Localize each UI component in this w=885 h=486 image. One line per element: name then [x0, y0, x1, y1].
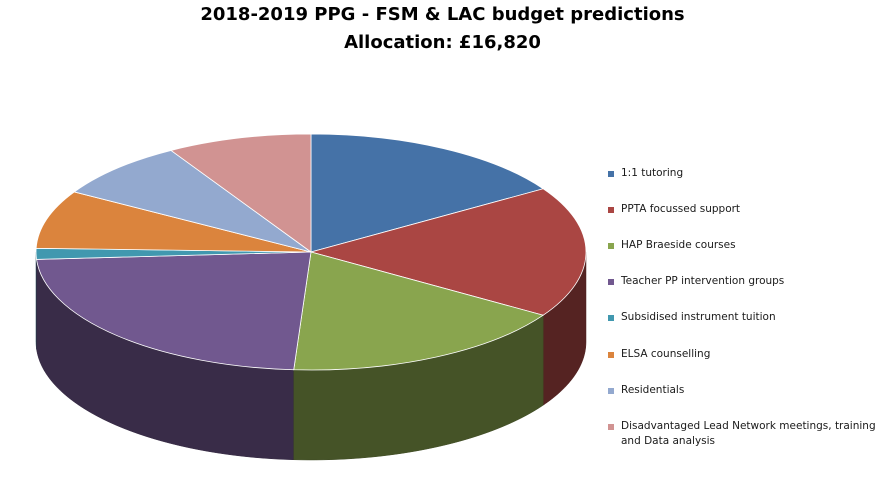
pie-slice-5 [35, 191, 312, 253]
legend-item: HAP Braeside courses [608, 238, 880, 253]
legend-swatch [608, 171, 614, 177]
legend-label: 1:1 tutoring [621, 167, 684, 179]
legend-label: Residentials [621, 384, 685, 396]
legend-label: PPTA focussed support [621, 203, 741, 215]
legend-label: Subsidised instrument tuition [621, 311, 776, 323]
legend-item: Subsidised instrument tuition [608, 310, 880, 325]
legend-item: Residentials [608, 383, 880, 398]
legend-swatch [608, 243, 614, 249]
legend-label: ELSA counselling [621, 348, 711, 360]
legend-item: Disadvantaged Lead Network meetings, tra… [608, 419, 880, 449]
pie-slice-2 [293, 251, 545, 371]
legend-swatch [608, 388, 614, 394]
pie-slice-6 [73, 149, 312, 253]
legend-item: 1:1 tutoring [608, 166, 880, 181]
chart-title: 2018-2019 PPG - FSM & LAC budget predict… [200, 4, 685, 25]
pie-slice-0 [310, 133, 545, 253]
pie-slice-3 [36, 251, 312, 371]
legend-label: Disadvantaged Lead Network meetings, tra… [621, 420, 876, 447]
legend-swatch [608, 279, 614, 285]
legend-label: Teacher PP intervention groups [621, 275, 785, 287]
chart-subtitle: Allocation: £16,820 [344, 32, 541, 53]
legend-swatch [608, 424, 614, 430]
legend-label: HAP Braeside courses [621, 239, 736, 251]
legend-swatch [608, 352, 614, 358]
legend-swatch [608, 207, 614, 213]
pie-slice-1 [309, 188, 587, 316]
legend-item: ELSA counselling [608, 347, 880, 362]
legend-item: Teacher PP intervention groups [608, 274, 880, 289]
pie-slice-7 [170, 133, 312, 253]
legend-item: PPTA focussed support [608, 202, 880, 217]
legend-swatch [608, 315, 614, 321]
